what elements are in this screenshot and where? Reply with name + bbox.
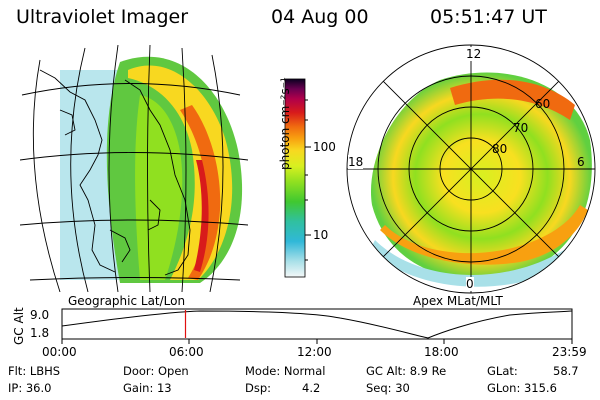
polar-nightside-band — [380, 205, 588, 265]
info-dsp-value: 4.2 — [302, 381, 321, 395]
polar-grid — [346, 44, 596, 294]
mlt-label-0: 0 — [466, 277, 474, 291]
info-gain: Gain: 13 — [123, 381, 172, 395]
timeline-xtick-0600: 06:00 — [169, 345, 204, 359]
info-mode: Mode: Normal — [245, 364, 326, 378]
timeline-axis-label: GC Alt — [12, 307, 26, 345]
timeline-frame — [61, 308, 573, 340]
timeline-xtick-1800: 18:00 — [424, 345, 459, 359]
info-door: Door: Open — [123, 364, 189, 378]
info-glon: GLon: 315.6 — [487, 381, 557, 395]
timeline-xtick-1200: 12:00 — [297, 345, 332, 359]
auroral-arc-core — [194, 160, 209, 272]
app-title: Ultraviolet Imager — [16, 6, 189, 28]
polar-dayside-arc — [450, 79, 575, 120]
date-label: 04 Aug 00 — [271, 6, 369, 28]
info-filter: Flt: LBHS — [8, 364, 61, 378]
right-panel-caption: Apex MLat/MLT — [413, 294, 503, 308]
info-gc-altitude: GC Alt: 8.9 Re — [366, 364, 447, 378]
mlt-label-12: 12 — [466, 47, 482, 61]
colorbar-tick-10: 10 — [313, 228, 329, 242]
mlt-label-6: 6 — [577, 155, 585, 169]
coastlines — [39, 69, 191, 276]
timeline-xtick-0000: 00:00 — [42, 345, 77, 359]
info-dsp-label: Dsp: — [245, 381, 272, 395]
info-glat-value: 58.7 — [553, 364, 579, 378]
timeline-ticks — [61, 339, 573, 344]
altitude-curve — [61, 310, 573, 339]
timeline-ytick-9: 9.0 — [30, 308, 50, 322]
timeline-xtick-2359: 23:59 — [552, 345, 587, 359]
geographic-image — [20, 45, 248, 292]
lat-label-60: 60 — [535, 97, 551, 111]
lat-label-70: 70 — [513, 121, 529, 135]
info-ip: IP: 36.0 — [8, 381, 52, 395]
left-panel-caption: Geographic Lat/Lon — [68, 294, 186, 308]
colorbar-tick-100: 100 — [313, 140, 336, 154]
colorbar — [284, 78, 306, 278]
lat-label-80: 80 — [492, 142, 508, 156]
auroral-arc — [180, 105, 221, 280]
info-glat-label: GLat: — [487, 364, 518, 378]
lat-lon-grid — [20, 45, 248, 292]
polar-cap-region — [135, 95, 183, 280]
colorbar-ticks — [305, 99, 311, 261]
timeline-ytick-1-8: 1.8 — [30, 326, 50, 340]
colorbar-unit-label: photon cm⁻²s⁻¹ — [278, 77, 292, 170]
time-label: 05:51:47 UT — [430, 6, 547, 28]
mlt-label-18: 18 — [348, 155, 364, 169]
polar-cyan-edge — [370, 235, 590, 287]
info-sequence: Seq: 30 — [366, 381, 410, 395]
